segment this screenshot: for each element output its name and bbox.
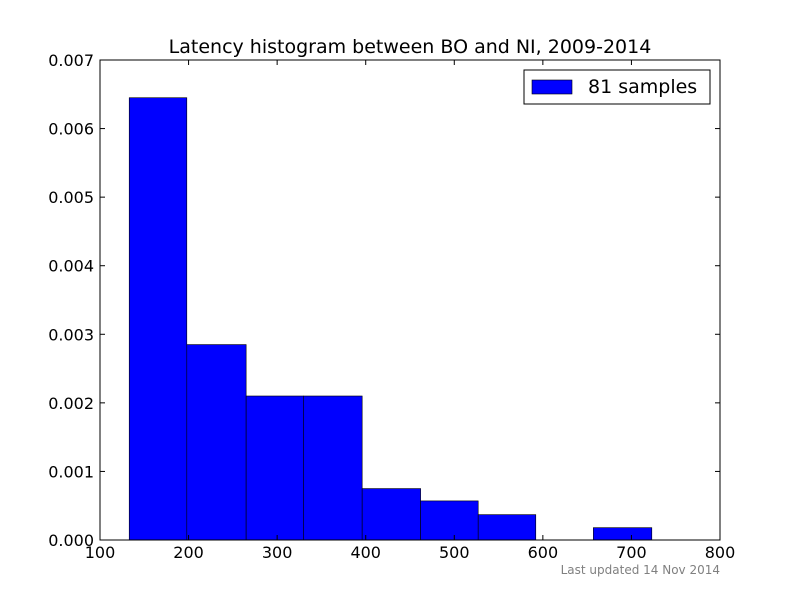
x-tick-label: 600 [528,543,559,562]
legend: 81 samples [523,69,711,105]
histogram-bar [593,527,653,541]
histogram-bar [361,488,421,541]
y-tick-label: 0.000 [48,531,94,550]
legend-swatch [531,79,573,95]
y-tick-label: 0.003 [48,325,94,344]
tick-labels-group: 100 200 300 400 500 600 700 800 0.000 0.001 0.002 0… [48,51,735,562]
ticks-group [99,59,721,541]
legend-label: 81 samples [588,76,697,98]
x-tick-label: 300 [262,543,293,562]
histogram-bar [245,395,305,541]
histogram-bar [477,514,537,541]
x-tick-label: 500 [439,543,470,562]
histogram-bar [303,395,363,541]
y-tick-label: 0.007 [48,51,94,70]
histogram-bar [186,344,247,541]
plot-frame [99,59,721,541]
y-tick-label: 0.001 [48,462,94,481]
bars-group [128,97,653,541]
x-tick-label: 800 [705,543,736,562]
x-tick-label: 100 [85,543,116,562]
chart-title: Latency histogram between BO and NI, 200… [169,36,652,58]
histogram-bar [420,500,479,541]
y-tick-label: 0.002 [48,394,94,413]
y-tick-label: 0.004 [48,257,94,276]
y-tick-label: 0.006 [48,120,94,139]
histogram-bar [128,97,188,541]
x-tick-label: 700 [616,543,647,562]
last-updated-note: Last updated 14 Nov 2014 [561,563,720,577]
y-tick-label: 0.005 [48,188,94,207]
x-tick-label: 400 [350,543,381,562]
x-tick-label: 200 [173,543,204,562]
